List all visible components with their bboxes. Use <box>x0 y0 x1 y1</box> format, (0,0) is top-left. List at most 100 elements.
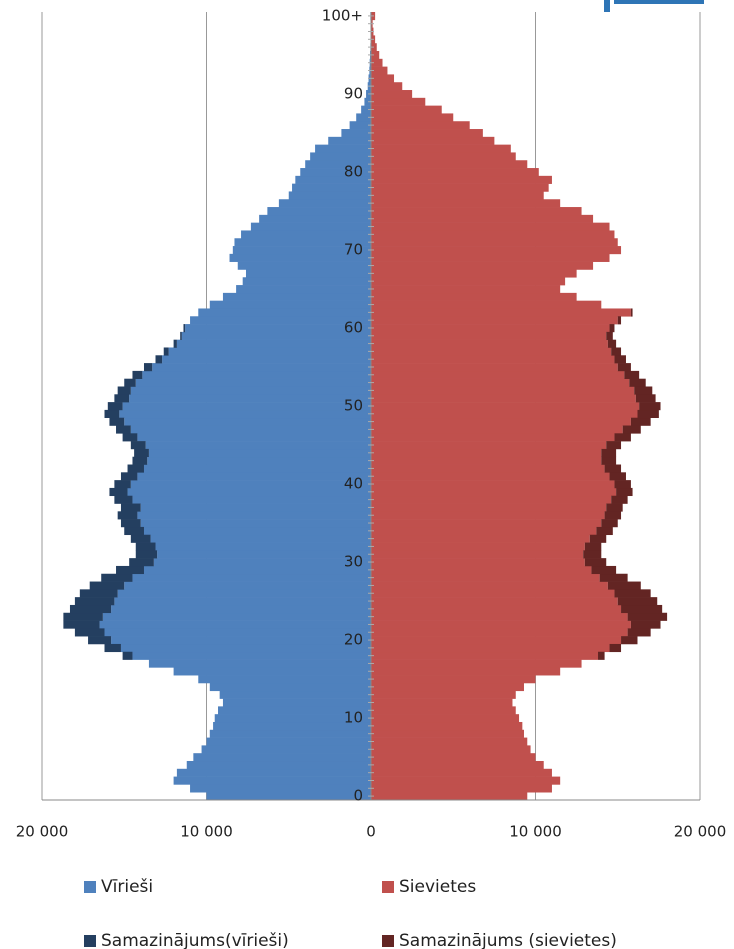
bar <box>163 347 169 356</box>
bar <box>371 277 566 286</box>
bar <box>371 620 631 629</box>
bar <box>148 448 371 458</box>
bar <box>206 737 371 746</box>
bar <box>371 394 636 403</box>
bar <box>371 433 615 442</box>
bar <box>371 121 470 130</box>
bar <box>116 425 131 434</box>
y-tick-label: 90 <box>344 84 363 102</box>
bar <box>143 565 371 575</box>
bar <box>371 269 577 278</box>
bar <box>132 456 148 465</box>
bar <box>209 729 371 738</box>
bar <box>190 316 371 325</box>
bar <box>129 394 371 403</box>
bar <box>371 308 631 317</box>
bar <box>361 105 371 114</box>
bar <box>599 573 628 582</box>
bar <box>364 97 371 106</box>
bar <box>288 191 371 200</box>
bar <box>124 526 144 536</box>
bar <box>201 745 371 754</box>
bar <box>371 456 602 465</box>
bar <box>371 214 594 223</box>
bar <box>310 152 371 161</box>
bar <box>135 378 371 387</box>
bar <box>371 706 516 715</box>
bar <box>198 675 371 684</box>
bar <box>143 526 371 536</box>
bar <box>157 550 371 559</box>
bar <box>114 480 131 489</box>
bar <box>152 363 371 372</box>
bar <box>371 581 608 590</box>
bar <box>371 191 544 200</box>
bar <box>371 565 592 575</box>
bar <box>99 620 371 629</box>
bar <box>190 784 371 793</box>
bar <box>371 682 524 692</box>
bar <box>371 643 610 653</box>
bar <box>143 464 371 473</box>
legend-label: Samazinājums(vīrieši) <box>101 931 289 949</box>
bar <box>132 573 371 582</box>
bar <box>104 628 371 637</box>
y-tick-label: 40 <box>344 475 363 493</box>
bar <box>140 519 371 528</box>
bar <box>117 511 138 520</box>
bar <box>371 160 528 169</box>
bar <box>120 643 372 653</box>
bar <box>617 597 658 606</box>
bar <box>371 409 638 419</box>
bar <box>245 269 371 278</box>
bar <box>222 292 371 301</box>
y-tick-label: 10 <box>344 709 363 727</box>
bar <box>371 66 388 75</box>
bar <box>101 573 133 582</box>
bar <box>629 378 646 387</box>
bar <box>148 659 371 668</box>
bar <box>315 144 371 153</box>
bar <box>371 199 561 208</box>
bar <box>371 636 622 645</box>
legend-swatch <box>84 935 96 947</box>
bar <box>371 472 610 481</box>
bar <box>142 370 371 379</box>
bar <box>341 129 371 138</box>
bar <box>371 285 561 294</box>
bar <box>150 534 371 543</box>
bar <box>328 136 371 145</box>
bar <box>104 643 121 653</box>
legend-label: Samazinājums (sievietes) <box>399 931 617 949</box>
bar <box>218 706 371 715</box>
bar <box>371 370 625 379</box>
bar <box>617 363 631 372</box>
bar <box>135 550 158 559</box>
bar <box>604 464 622 473</box>
bar <box>102 612 372 621</box>
bar <box>116 565 144 575</box>
bar <box>183 324 186 333</box>
bar <box>214 714 371 723</box>
bar <box>122 651 133 660</box>
bar <box>74 597 115 606</box>
bar <box>371 331 607 340</box>
bar <box>130 480 371 489</box>
bar <box>371 721 523 731</box>
bar <box>614 589 651 598</box>
bar <box>609 472 626 481</box>
bar <box>236 285 371 294</box>
bar <box>140 503 371 512</box>
bar <box>114 597 371 606</box>
bar <box>111 636 371 645</box>
bar <box>89 581 125 590</box>
bar <box>371 386 635 395</box>
bar <box>639 402 661 411</box>
bar <box>117 589 371 598</box>
bar <box>305 160 371 169</box>
bar <box>143 363 153 372</box>
bar <box>604 511 622 520</box>
legend-swatch <box>382 881 394 893</box>
bar <box>119 409 371 419</box>
bar <box>74 628 105 637</box>
